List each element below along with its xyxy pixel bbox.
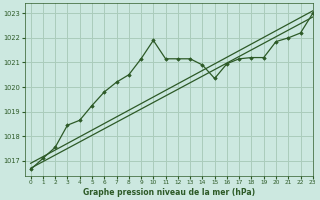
- X-axis label: Graphe pression niveau de la mer (hPa): Graphe pression niveau de la mer (hPa): [83, 188, 255, 197]
